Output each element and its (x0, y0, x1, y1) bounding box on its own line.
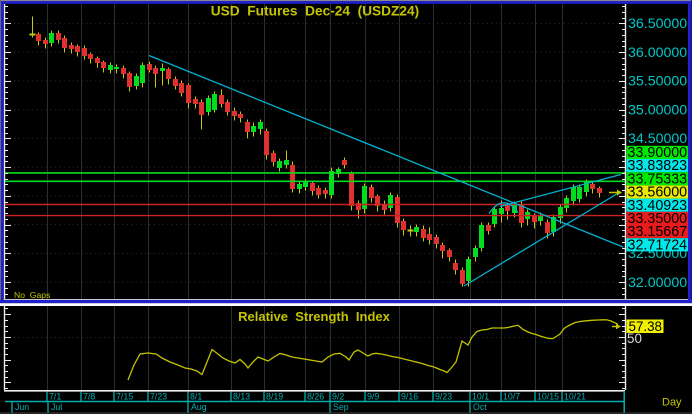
svg-text:36.00000: 36.00000 (628, 45, 687, 61)
svg-text:34.50000: 34.50000 (628, 131, 687, 147)
svg-text:33.83823: 33.83823 (628, 158, 688, 174)
svg-text:33.15667: 33.15667 (628, 224, 688, 240)
svg-text:35.00000: 35.00000 (628, 102, 687, 118)
svg-text:Day: Day (662, 397, 682, 409)
svg-text:Aug: Aug (191, 402, 207, 412)
svg-text:33.35000: 33.35000 (628, 211, 688, 227)
svg-text:33.75333: 33.75333 (628, 171, 688, 187)
svg-text:USD Futures Dec-24 (USDZ24): USD Futures Dec-24 (USDZ24) (211, 4, 419, 19)
svg-text:8/19: 8/19 (266, 392, 283, 402)
svg-text:32.71724: 32.71724 (628, 237, 688, 253)
svg-text:33.40923: 33.40923 (628, 198, 688, 214)
svg-text:33.90000: 33.90000 (628, 145, 688, 161)
svg-text:Relative Strength Index: Relative Strength Index (238, 309, 390, 324)
svg-text:36.50000: 36.50000 (628, 16, 687, 32)
svg-text:Jun: Jun (15, 402, 29, 412)
svg-text:35.50000: 35.50000 (628, 74, 687, 90)
svg-text:7/15: 7/15 (116, 392, 133, 402)
svg-text:10/1: 10/1 (472, 392, 489, 402)
svg-text:8/26: 8/26 (307, 392, 324, 402)
svg-text:32.00000: 32.00000 (628, 275, 687, 291)
svg-text:10/15: 10/15 (537, 392, 559, 402)
svg-text:57.38: 57.38 (629, 319, 663, 334)
svg-text:10/21: 10/21 (564, 392, 586, 402)
svg-text:9/16: 9/16 (401, 392, 418, 402)
svg-text:50: 50 (627, 331, 642, 346)
svg-text:10/7: 10/7 (503, 392, 520, 402)
svg-text:7/23: 7/23 (150, 392, 167, 402)
svg-text:9/2: 9/2 (332, 392, 344, 402)
svg-text:33.56000: 33.56000 (628, 185, 688, 201)
svg-text:7/1: 7/1 (49, 392, 61, 402)
svg-text:9/23: 9/23 (435, 392, 452, 402)
svg-text:9/9: 9/9 (367, 392, 379, 402)
svg-text:Sep: Sep (333, 402, 349, 412)
svg-text:8/13: 8/13 (233, 392, 250, 402)
svg-text:7/8: 7/8 (83, 392, 95, 402)
svg-text:Oct: Oct (473, 402, 487, 412)
svg-text:8/1: 8/1 (190, 392, 202, 402)
svg-text:Jul: Jul (51, 402, 62, 412)
svg-text:No Gaps: No Gaps (14, 290, 50, 300)
